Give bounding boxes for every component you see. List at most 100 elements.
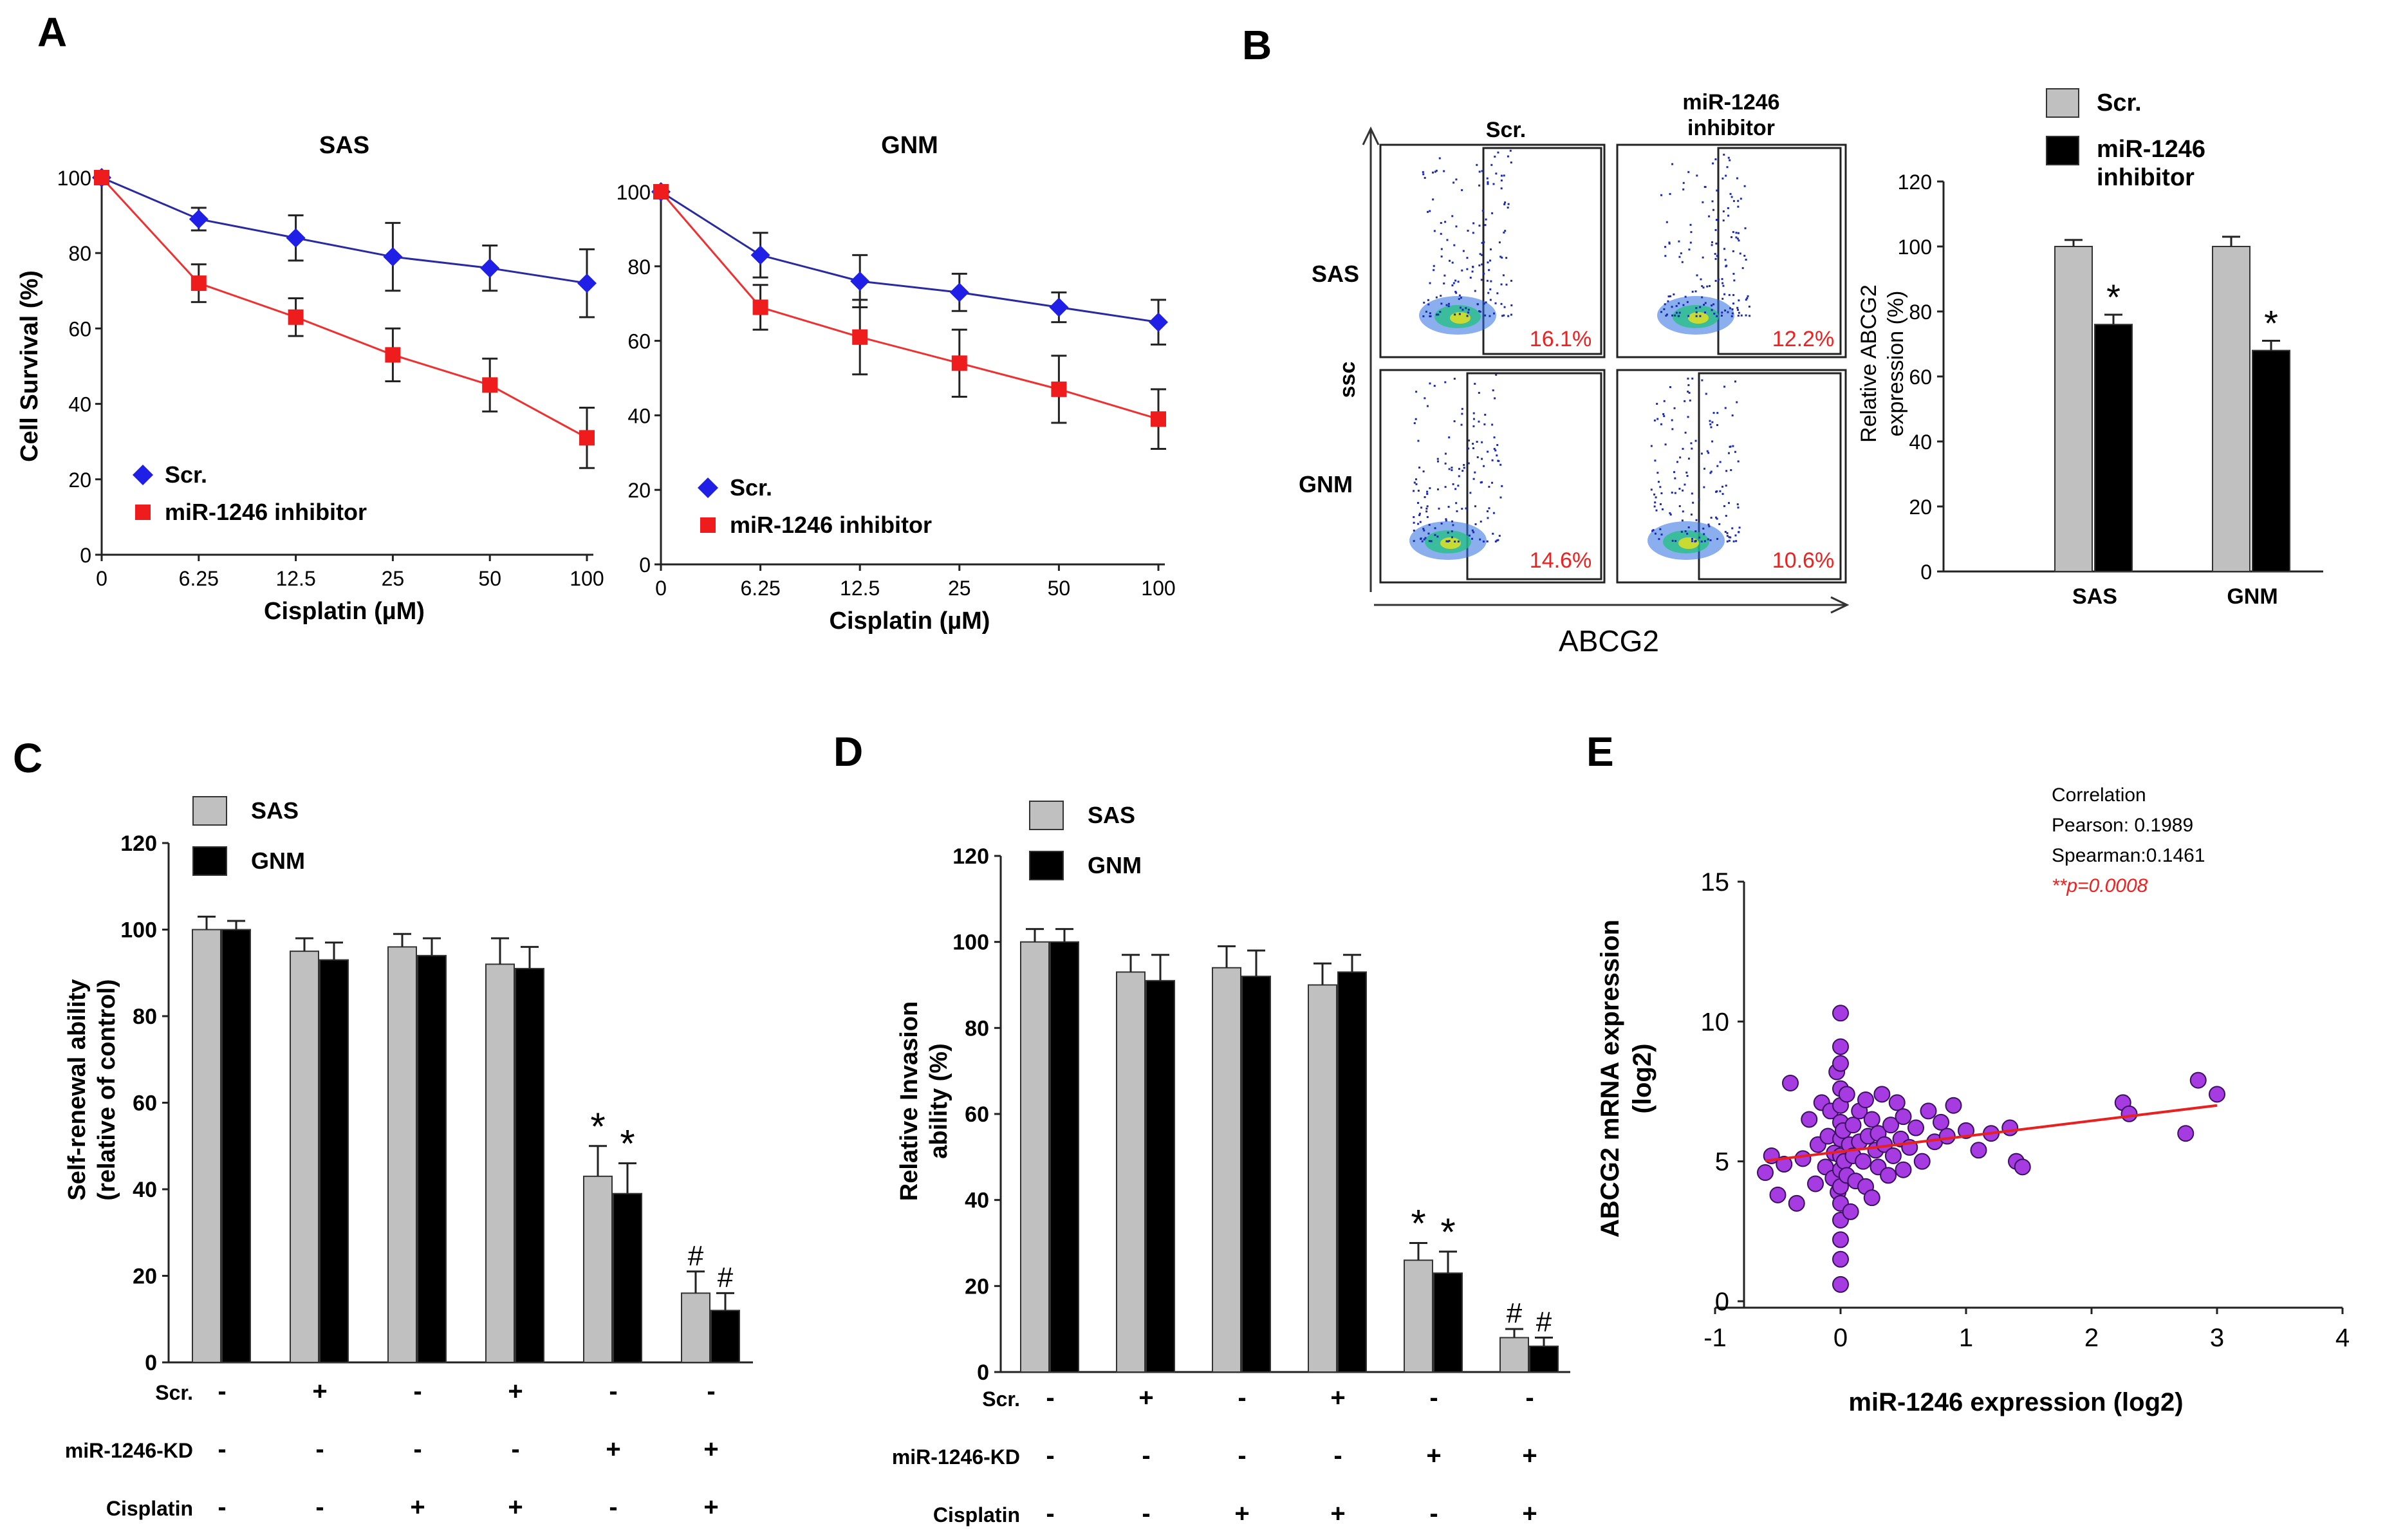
flow-event-dot (1458, 475, 1460, 478)
flow-event-dot (1501, 315, 1504, 317)
flow-event-dot (1694, 440, 1697, 442)
flow-event-dot (1668, 241, 1671, 244)
flow-event-dot (1651, 530, 1654, 532)
flow-event-dot (1463, 467, 1465, 469)
flow-event-dot (1492, 389, 1494, 392)
flow-event-dot (1417, 523, 1420, 525)
scatter-point (1788, 1194, 1805, 1212)
flow-event-dot (1737, 232, 1740, 234)
flow-event-dot (1732, 231, 1734, 234)
panel-letter-d: D (833, 728, 863, 775)
flow-event-dot (1447, 540, 1449, 543)
flow-pct-gnm-inhibitor: 10.6% (1772, 548, 1834, 573)
flow-event-dot (1428, 524, 1431, 526)
flow-event-dot (1664, 443, 1667, 446)
flow-event-dot (1671, 314, 1674, 317)
flow-event-dot (1725, 264, 1728, 267)
flow-event-dot (1452, 483, 1454, 485)
bar-sas (485, 963, 515, 1364)
flow-event-dot (1499, 463, 1502, 466)
flow-event-dot (1745, 299, 1747, 301)
flow-event-dot (1738, 531, 1740, 533)
flow-event-dot (1490, 163, 1493, 166)
flow-event-dot (1420, 537, 1422, 540)
bar-sas (1116, 971, 1146, 1373)
flow-event-dot (1721, 282, 1724, 284)
x-tick-label: -1 (1703, 1324, 1727, 1352)
flow-event-dot (1689, 241, 1692, 244)
flow-event-dot (1494, 397, 1496, 400)
flow-event-dot (1428, 540, 1431, 543)
legend-diamond-icon (698, 478, 718, 498)
flow-event-dot (1427, 303, 1430, 306)
flow-event-dot (1498, 459, 1500, 462)
y-tick-label: 80 (68, 242, 91, 265)
flow-event-dot (1483, 465, 1485, 467)
flow-event-dot (1716, 255, 1718, 257)
flow-event-dot (1461, 413, 1463, 415)
bar-gnm (417, 954, 447, 1363)
flow-event-dot (1472, 418, 1475, 420)
data-point-square (653, 184, 669, 199)
scatter-point (1838, 1086, 1855, 1103)
scatter-point (1888, 1094, 1906, 1111)
flow-event-dot (1743, 254, 1746, 257)
flow-xlabel: ABCG2 (1559, 624, 1659, 658)
flow-event-dot (1433, 264, 1435, 267)
flow-event-dot (1452, 181, 1455, 184)
flow-event-dot (1726, 166, 1729, 169)
flow-event-dot (1451, 469, 1453, 472)
condition-sign: - (218, 1377, 226, 1405)
flow-box-gnm-inhibitor (1616, 369, 1847, 584)
flow-event-dot (1664, 303, 1666, 306)
flow-event-dot (1699, 315, 1702, 317)
bar-sas (1404, 1259, 1433, 1373)
flow-event-dot (1682, 510, 1684, 513)
flow-event-dot (1415, 418, 1417, 420)
condition-sign: - (1429, 1384, 1438, 1412)
flow-event-dot (1483, 423, 1486, 425)
flow-event-dot (1687, 377, 1689, 380)
flow-event-dot (1736, 401, 1738, 404)
chart-title: SAS (319, 132, 369, 159)
flow-event-dot (1732, 540, 1735, 543)
legend-label-sas: SAS (1088, 802, 1135, 828)
flow-event-dot (1727, 156, 1730, 159)
flow-event-dot (1453, 420, 1456, 423)
flow-event-dot (1492, 312, 1495, 315)
flow-event-dot (1716, 424, 1718, 427)
scatter-point (1895, 1108, 1912, 1126)
flow-event-dot (1487, 450, 1489, 453)
flow-event-dot (1695, 311, 1698, 313)
flow-event-dot (1494, 449, 1497, 452)
flow-event-dot (1424, 537, 1427, 539)
data-point-square (94, 170, 109, 185)
flow-event-dot (1413, 540, 1415, 543)
flow-event-dot (1736, 306, 1739, 309)
legend-label-sas: SAS (251, 797, 299, 824)
data-point-square (1051, 381, 1067, 397)
flow-event-dot (1729, 192, 1732, 195)
flow-event-dot (1491, 212, 1494, 214)
legend-label-inhibitor: miR-1246 inhibitor (165, 499, 367, 525)
flow-event-dot (1681, 261, 1684, 263)
flow-event-dot (1467, 311, 1470, 314)
data-point-square (852, 329, 868, 345)
flow-event-dot (1701, 285, 1703, 288)
condition-sign: - (1238, 1442, 1246, 1470)
condition-sign: - (315, 1493, 324, 1521)
flow-event-dot (1700, 452, 1703, 455)
flow-event-dot (1667, 300, 1669, 302)
flow-gate-gnm-inhibitor (1698, 372, 1842, 580)
flow-event-dot (1692, 501, 1694, 504)
flow-event-dot (1660, 423, 1662, 425)
bar-sas (1212, 967, 1241, 1373)
flow-event-dot (1726, 540, 1729, 543)
flow-event-dot (1732, 272, 1735, 275)
condition-sign: - (511, 1435, 519, 1463)
flow-event-dot (1711, 440, 1714, 443)
flow-event-dot (1436, 535, 1439, 538)
flow-event-dot (1429, 315, 1432, 317)
flow-event-dot (1458, 298, 1460, 301)
condition-sign: + (1522, 1499, 1537, 1528)
